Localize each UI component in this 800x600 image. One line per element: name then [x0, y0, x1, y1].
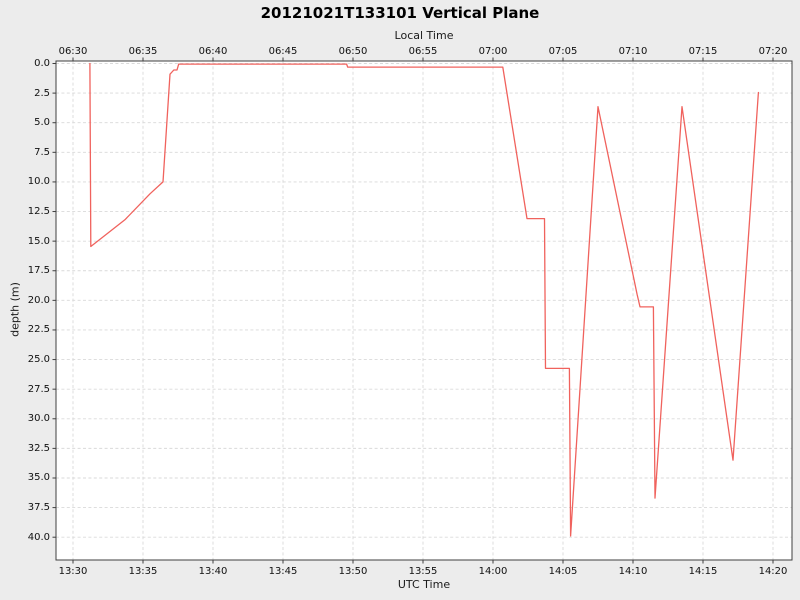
- x-tick-label-top: 06:55: [408, 46, 438, 57]
- x-tick-label-bottom: 13:40: [198, 566, 228, 577]
- y-tick-label: 17.5: [27, 265, 50, 277]
- x-tick-label-bottom: 13:35: [128, 566, 158, 577]
- y-tick-label: 30.0: [27, 413, 50, 425]
- x-tick-label-bottom: 13:30: [58, 566, 88, 577]
- x-tick-label-top: 07:00: [478, 46, 508, 57]
- x-tick-label-bottom: 13:50: [338, 566, 368, 577]
- y-tick-label: 12.5: [27, 206, 50, 218]
- x-tick-label-bottom: 14:10: [618, 566, 648, 577]
- top-axis-label: Local Time: [394, 29, 454, 42]
- y-tick-label: 37.5: [27, 502, 50, 514]
- x-tick-label-bottom: 13:55: [408, 566, 438, 577]
- y-tick-label: 5.0: [34, 117, 50, 129]
- chart-title: 20121021T133101 Vertical Plane: [260, 4, 540, 22]
- y-tick-label: 0.0: [34, 58, 50, 69]
- y-tick-label: 20.0: [27, 294, 50, 306]
- x-tick-label-bottom: 13:45: [268, 566, 298, 577]
- x-tick-label-top: 06:35: [128, 46, 158, 57]
- y-tick-label: 2.5: [34, 87, 50, 99]
- y-tick-label: 27.5: [27, 383, 50, 395]
- y-tick-label: 22.5: [27, 324, 50, 336]
- x-tick-label-top: 07:20: [758, 46, 788, 57]
- y-tick-label: 35.0: [27, 472, 50, 484]
- x-tick-label-top: 07:10: [618, 46, 648, 57]
- x-tick-label-bottom: 14:00: [478, 566, 508, 577]
- y-tick-label: 10.0: [27, 176, 50, 188]
- x-tick-label-bottom: 14:05: [548, 566, 578, 577]
- x-tick-label-top: 06:50: [338, 46, 368, 57]
- y-axis-label: depth (m): [8, 282, 22, 337]
- y-tick-label: 25.0: [27, 354, 50, 366]
- axes-spines: [55, 60, 793, 561]
- x-tick-label-top: 07:15: [688, 46, 718, 57]
- depth-trace-line: [89, 62, 760, 537]
- y-tick-label: 7.5: [34, 146, 50, 158]
- y-tick-label: 32.5: [27, 442, 50, 454]
- x-tick-label-bottom: 14:15: [688, 566, 718, 577]
- y-tick-label: 40.0: [27, 531, 50, 543]
- y-tick-label: 15.0: [27, 235, 50, 247]
- x-tick-label-top: 06:45: [268, 46, 298, 57]
- plot-background: [56, 61, 792, 560]
- x-tick-label-top: 07:05: [548, 46, 578, 57]
- bottom-axis-label: UTC Time: [397, 578, 451, 591]
- x-tick-label-top: 06:30: [58, 46, 88, 57]
- x-tick-label-bottom: 14:20: [758, 566, 788, 577]
- x-tick-label-top: 06:40: [198, 46, 228, 57]
